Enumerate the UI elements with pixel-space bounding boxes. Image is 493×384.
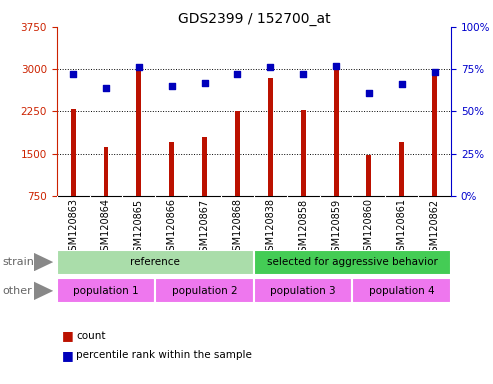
- Point: [299, 71, 307, 77]
- Bar: [57, 250, 254, 275]
- Bar: [155, 278, 254, 303]
- Text: GSM120864: GSM120864: [101, 199, 111, 257]
- Bar: [254, 278, 352, 303]
- Bar: [104, 147, 108, 196]
- Text: other: other: [2, 286, 32, 296]
- Bar: [352, 278, 451, 303]
- Point: [135, 65, 143, 71]
- Polygon shape: [34, 281, 53, 300]
- Text: population 1: population 1: [73, 286, 139, 296]
- Bar: [254, 250, 451, 275]
- Text: selected for aggressive behavior: selected for aggressive behavior: [267, 257, 438, 267]
- Text: ■: ■: [62, 329, 73, 343]
- Text: count: count: [76, 331, 106, 341]
- Point: [365, 90, 373, 96]
- Text: GSM120867: GSM120867: [200, 199, 210, 258]
- Bar: [70, 109, 75, 196]
- Text: GSM120860: GSM120860: [364, 199, 374, 257]
- Text: strain: strain: [2, 257, 35, 267]
- Text: population 3: population 3: [270, 286, 336, 296]
- Text: GSM120859: GSM120859: [331, 199, 341, 258]
- Bar: [137, 66, 141, 196]
- Text: GSM120866: GSM120866: [167, 199, 176, 257]
- Text: GSM120858: GSM120858: [298, 199, 308, 258]
- Text: ■: ■: [62, 349, 73, 362]
- Point: [431, 70, 439, 76]
- Text: percentile rank within the sample: percentile rank within the sample: [76, 350, 252, 360]
- Point: [102, 84, 110, 91]
- Bar: [432, 75, 437, 196]
- Bar: [334, 66, 339, 196]
- Point: [168, 83, 176, 89]
- Bar: [366, 155, 371, 196]
- Text: population 2: population 2: [172, 286, 238, 296]
- Text: GSM120862: GSM120862: [430, 199, 440, 258]
- Bar: [57, 278, 155, 303]
- Bar: [235, 111, 240, 196]
- Text: population 4: population 4: [369, 286, 435, 296]
- Bar: [169, 142, 174, 196]
- Text: GSM120861: GSM120861: [397, 199, 407, 257]
- Text: GSM120865: GSM120865: [134, 199, 144, 258]
- Point: [201, 79, 209, 86]
- Point: [266, 65, 274, 71]
- Text: reference: reference: [130, 257, 180, 267]
- Title: GDS2399 / 152700_at: GDS2399 / 152700_at: [177, 12, 330, 26]
- Polygon shape: [34, 253, 53, 271]
- Bar: [202, 137, 207, 196]
- Point: [398, 81, 406, 88]
- Text: GSM120838: GSM120838: [265, 199, 275, 257]
- Text: GSM120868: GSM120868: [233, 199, 243, 257]
- Point: [234, 71, 242, 77]
- Point: [69, 71, 77, 77]
- Point: [332, 63, 340, 69]
- Bar: [268, 78, 273, 196]
- Bar: [399, 142, 404, 196]
- Bar: [301, 110, 306, 196]
- Text: GSM120863: GSM120863: [68, 199, 78, 257]
